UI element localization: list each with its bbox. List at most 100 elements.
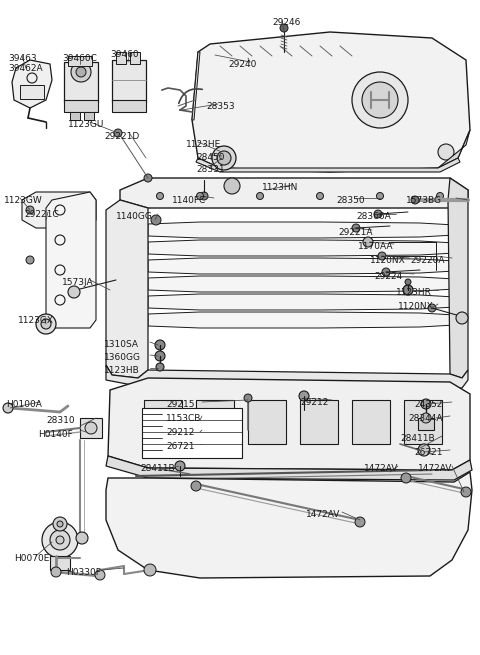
- Text: 1573JA: 1573JA: [62, 278, 94, 287]
- Text: 1140FC: 1140FC: [172, 196, 206, 205]
- Circle shape: [175, 461, 185, 471]
- Circle shape: [151, 215, 161, 225]
- Circle shape: [76, 67, 86, 77]
- Circle shape: [428, 304, 436, 312]
- Polygon shape: [148, 258, 455, 274]
- Ellipse shape: [409, 406, 437, 438]
- Polygon shape: [148, 312, 455, 328]
- Circle shape: [156, 363, 164, 371]
- Text: 1123GX: 1123GX: [18, 316, 54, 325]
- Circle shape: [3, 403, 13, 413]
- Text: 29246: 29246: [272, 18, 300, 27]
- Polygon shape: [12, 60, 52, 108]
- Bar: [196, 400, 234, 444]
- Circle shape: [200, 192, 208, 200]
- Text: 29212: 29212: [300, 398, 328, 407]
- Ellipse shape: [118, 209, 138, 235]
- Ellipse shape: [291, 498, 319, 538]
- Text: 1573BG: 1573BG: [406, 196, 442, 205]
- Ellipse shape: [118, 259, 138, 285]
- Circle shape: [421, 413, 431, 423]
- Text: 29224: 29224: [374, 272, 402, 281]
- Ellipse shape: [191, 498, 219, 538]
- Ellipse shape: [141, 498, 169, 538]
- Polygon shape: [106, 456, 472, 480]
- Polygon shape: [148, 240, 455, 256]
- Circle shape: [191, 481, 201, 491]
- Text: 1123HN: 1123HN: [262, 183, 299, 192]
- Ellipse shape: [341, 498, 369, 538]
- Text: 1360GG: 1360GG: [104, 353, 141, 362]
- Polygon shape: [438, 130, 470, 168]
- Circle shape: [85, 422, 97, 434]
- Polygon shape: [106, 200, 148, 378]
- Circle shape: [363, 237, 373, 247]
- Text: 1123HR: 1123HR: [396, 288, 432, 297]
- Text: 1123HB: 1123HB: [104, 366, 140, 375]
- Ellipse shape: [185, 490, 225, 546]
- Text: 28411B: 28411B: [140, 464, 175, 473]
- Bar: [112, 60, 146, 102]
- Ellipse shape: [201, 406, 229, 438]
- Text: 1140GG: 1140GG: [116, 212, 153, 221]
- Circle shape: [280, 24, 288, 32]
- Polygon shape: [108, 378, 470, 470]
- Polygon shape: [22, 192, 96, 228]
- Bar: [352, 400, 390, 444]
- Ellipse shape: [118, 309, 138, 335]
- Circle shape: [411, 196, 419, 204]
- Text: 28366A: 28366A: [356, 212, 391, 221]
- Circle shape: [56, 536, 64, 544]
- Text: 1310SA: 1310SA: [104, 340, 139, 349]
- Bar: [64, 62, 98, 102]
- Bar: [84, 112, 94, 120]
- Text: 1123GW: 1123GW: [4, 196, 43, 205]
- Text: 29221C: 29221C: [24, 210, 59, 219]
- Circle shape: [352, 72, 408, 128]
- Circle shape: [299, 391, 309, 401]
- Text: 29220A: 29220A: [410, 256, 444, 265]
- Circle shape: [144, 564, 156, 576]
- Text: 39463: 39463: [8, 54, 36, 63]
- Circle shape: [53, 517, 67, 531]
- Ellipse shape: [241, 498, 269, 538]
- Circle shape: [374, 210, 382, 218]
- Circle shape: [114, 129, 122, 137]
- Circle shape: [316, 193, 324, 200]
- Circle shape: [26, 206, 34, 214]
- Bar: [130, 52, 140, 64]
- Text: 1123GU: 1123GU: [68, 120, 104, 129]
- Text: 1170AA: 1170AA: [358, 242, 394, 251]
- Bar: [70, 112, 80, 120]
- Circle shape: [68, 286, 80, 298]
- Text: 28331: 28331: [196, 165, 225, 174]
- Circle shape: [456, 312, 468, 324]
- Circle shape: [418, 444, 430, 456]
- Text: 28353: 28353: [206, 102, 235, 111]
- Circle shape: [378, 252, 386, 260]
- Text: 1120NX: 1120NX: [398, 302, 434, 311]
- Ellipse shape: [118, 234, 138, 260]
- Ellipse shape: [391, 498, 419, 538]
- Text: 1120NX: 1120NX: [370, 256, 406, 265]
- Text: 28310: 28310: [46, 416, 74, 425]
- Circle shape: [155, 340, 165, 350]
- Circle shape: [217, 151, 231, 165]
- Circle shape: [95, 570, 105, 580]
- Circle shape: [50, 530, 70, 550]
- Bar: [68, 56, 92, 66]
- Polygon shape: [192, 52, 200, 120]
- Text: 28350: 28350: [336, 196, 365, 205]
- Bar: [112, 100, 146, 112]
- Text: 28450: 28450: [196, 153, 225, 162]
- Text: H0070E: H0070E: [14, 554, 49, 563]
- Ellipse shape: [118, 284, 138, 310]
- Text: 1123HE: 1123HE: [186, 140, 221, 149]
- Circle shape: [155, 351, 165, 361]
- Circle shape: [438, 144, 454, 160]
- Text: 29215: 29215: [166, 400, 194, 409]
- Circle shape: [196, 193, 204, 200]
- Ellipse shape: [118, 334, 138, 360]
- Polygon shape: [106, 472, 472, 578]
- Circle shape: [436, 193, 444, 200]
